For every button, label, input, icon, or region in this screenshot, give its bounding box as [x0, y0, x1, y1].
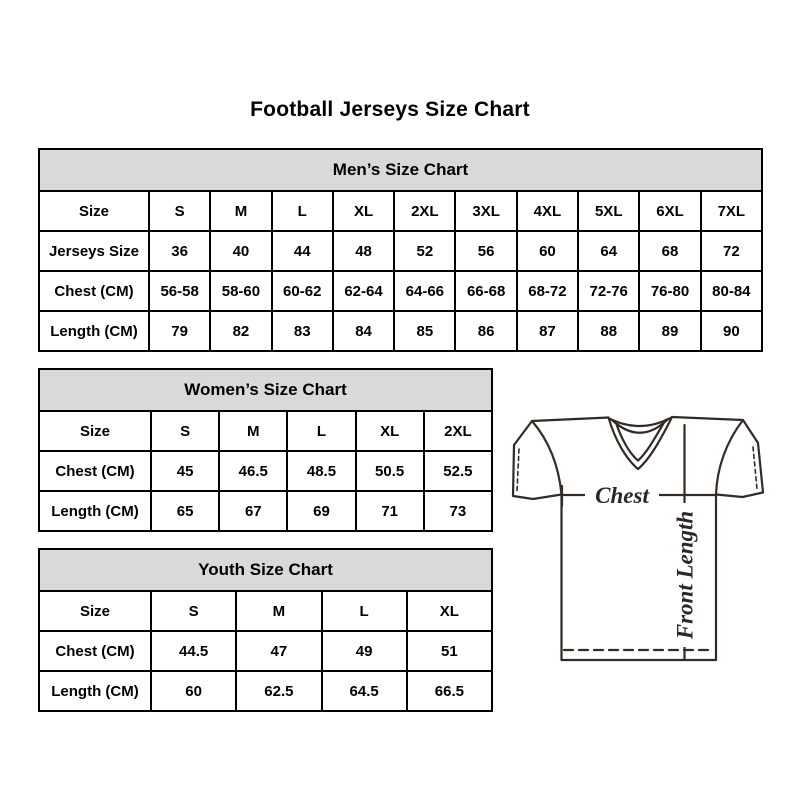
- womens-size-cell: XL: [354, 410, 425, 452]
- youth-size-table: Youth Size Chart Size S M L XL Chest (CM) 44.5 4…: [38, 548, 494, 712]
- mens-size-cell: 5XL: [577, 190, 641, 232]
- chest-label: Chest: [595, 483, 649, 508]
- right-sleeve-seam: [714, 418, 745, 496]
- womens-size-cell: L: [286, 410, 357, 452]
- womens-size-cell: 46.5: [218, 450, 289, 492]
- youth-size-cell: S: [149, 590, 238, 632]
- youth-size-cell: 44.5: [149, 630, 238, 672]
- mens-size-cell: 44: [270, 230, 334, 272]
- mens-size-cell: 79: [147, 310, 212, 352]
- mens-size-cell: L: [270, 190, 334, 232]
- youth-size-cell: 62.5: [235, 670, 323, 712]
- womens-row-label: Size: [38, 410, 152, 452]
- collar-inner-v: [614, 418, 667, 462]
- womens-size-cell: 48.5: [286, 450, 357, 492]
- womens-size-cell: 71: [354, 490, 425, 532]
- front-length-label: Front Length: [673, 511, 698, 640]
- mens-size-cell: 62-64: [331, 270, 396, 312]
- youth-size-cell: 64.5: [320, 670, 408, 712]
- mens-size-cell: 7XL: [699, 190, 764, 232]
- front-length-label-backing: [670, 503, 698, 647]
- womens-size-cell: M: [218, 410, 289, 452]
- mens-table-title: Men’s Size Chart: [38, 148, 763, 192]
- mens-size-cell: 64: [577, 230, 641, 272]
- mens-size-cell: 60-62: [270, 270, 334, 312]
- right-cuff-dashed-line: [752, 446, 758, 490]
- youth-size-cell: 60: [149, 670, 238, 712]
- mens-size-cell: 89: [638, 310, 702, 352]
- mens-size-cell: 80-84: [699, 270, 764, 312]
- mens-size-cell: 84: [331, 310, 396, 352]
- mens-size-cell: XL: [331, 190, 396, 232]
- mens-size-cell: 82: [209, 310, 273, 352]
- mens-size-cell: 87: [515, 310, 580, 352]
- jersey-outline: [511, 415, 765, 662]
- mens-size-cell: 58-60: [209, 270, 273, 312]
- mens-size-cell: S: [147, 190, 212, 232]
- left-cuff-dashed-line: [516, 448, 520, 492]
- youth-row-label: Length (CM): [38, 670, 152, 712]
- mens-size-cell: 2XL: [393, 190, 457, 232]
- womens-size-cell: 50.5: [354, 450, 425, 492]
- page-title: Football Jerseys Size Chart: [250, 98, 530, 121]
- youth-size-cell: XL: [405, 590, 494, 632]
- womens-table-title: Women’s Size Chart: [38, 368, 493, 412]
- mens-size-cell: 86: [454, 310, 518, 352]
- mens-size-cell: 76-80: [638, 270, 702, 312]
- mens-size-cell: M: [209, 190, 273, 232]
- mens-size-cell: 52: [393, 230, 457, 272]
- youth-table-title: Youth Size Chart: [38, 548, 493, 592]
- mens-size-cell: 56-58: [147, 270, 212, 312]
- youth-size-cell: M: [235, 590, 323, 632]
- youth-size-cell: 49: [320, 630, 408, 672]
- womens-size-cell: 67: [218, 490, 289, 532]
- mens-size-cell: 66-68: [454, 270, 518, 312]
- mens-size-cell: 36: [147, 230, 212, 272]
- womens-size-cell: S: [149, 410, 221, 452]
- womens-size-table: Women’s Size Chart Size S M L XL 2XL Chest (CM)…: [38, 368, 494, 532]
- mens-row-label: Length (CM): [38, 310, 150, 352]
- collar-back-curve-2: [610, 417, 670, 434]
- mens-size-cell: 85: [393, 310, 457, 352]
- womens-size-cell: 69: [286, 490, 357, 532]
- mens-size-cell: 56: [454, 230, 518, 272]
- womens-row-label: Chest (CM): [38, 450, 152, 492]
- mens-row-label: Size: [38, 190, 150, 232]
- youth-size-cell: 51: [405, 630, 494, 672]
- mens-size-cell: 4XL: [515, 190, 580, 232]
- mens-size-cell: 60: [515, 230, 580, 272]
- mens-size-cell: 83: [270, 310, 334, 352]
- youth-row-label: Size: [38, 590, 152, 632]
- youth-row-label: Chest (CM): [38, 630, 152, 672]
- mens-size-table: Men’s Size Chart Size S M L XL 2XL 3XL 4XL 5XL 6XL…: [38, 148, 764, 352]
- womens-size-cell: 2XL: [422, 410, 494, 452]
- mens-size-cell: 3XL: [454, 190, 518, 232]
- left-sleeve-seam: [530, 419, 563, 496]
- womens-size-cell: 45: [149, 450, 221, 492]
- youth-size-cell: 66.5: [405, 670, 494, 712]
- mens-size-cell: 90: [699, 310, 764, 352]
- youth-size-cell: 47: [235, 630, 323, 672]
- womens-size-cell: 73: [422, 490, 494, 532]
- womens-row-label: Length (CM): [38, 490, 152, 532]
- youth-size-cell: L: [320, 590, 408, 632]
- mens-size-cell: 88: [577, 310, 641, 352]
- mens-size-cell: 40: [209, 230, 273, 272]
- mens-size-cell: 68: [638, 230, 702, 272]
- mens-size-cell: 48: [331, 230, 396, 272]
- mens-size-cell: 68-72: [515, 270, 580, 312]
- mens-size-cell: 6XL: [638, 190, 702, 232]
- mens-row-label: Chest (CM): [38, 270, 150, 312]
- mens-size-cell: 64-66: [393, 270, 457, 312]
- womens-size-cell: 52.5: [422, 450, 494, 492]
- mens-size-cell: 72: [699, 230, 764, 272]
- womens-size-cell: 65: [149, 490, 221, 532]
- mens-size-cell: 72-76: [577, 270, 641, 312]
- chest-label-backing: [585, 482, 659, 508]
- mens-row-label: Jerseys Size: [38, 230, 150, 272]
- jersey-diagram: Chest Front Length: [511, 415, 765, 662]
